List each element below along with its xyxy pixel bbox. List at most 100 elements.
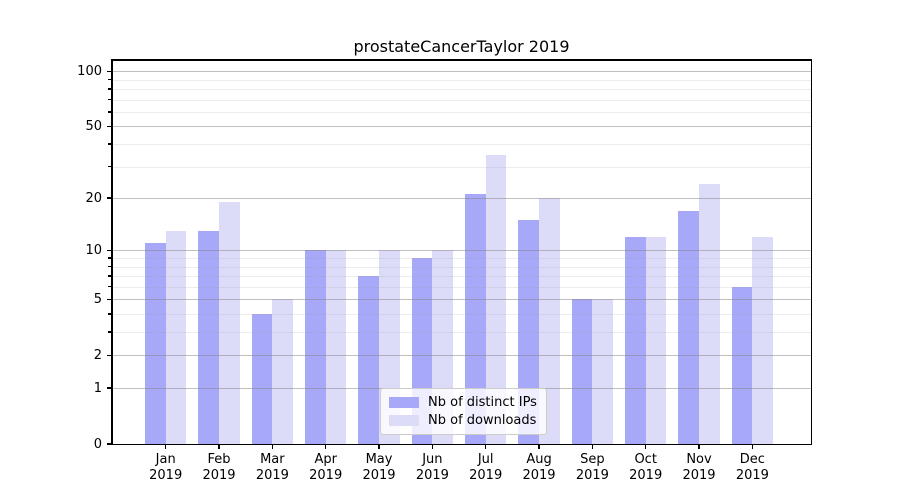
y-minortick-9 (108, 257, 111, 259)
y-tick-100 (106, 70, 111, 72)
bar-ips-jul (464, 194, 486, 444)
bar-downloads-sep (592, 299, 614, 444)
y-tick-1 (106, 387, 111, 389)
gridline-minor-40 (112, 144, 811, 145)
x-tick-label-dec: Dec 2019 (720, 452, 784, 483)
x-tick-label-nov: Nov 2019 (667, 452, 731, 483)
y-tick-5 (106, 298, 111, 300)
bar-ips-mar (251, 313, 273, 444)
x-tick-label-feb: Feb 2019 (187, 452, 251, 483)
bar-ips-oct (624, 236, 646, 444)
bar-downloads-aug (539, 198, 560, 444)
y-tick-label-100: 100 (77, 63, 102, 79)
x-tick-year-feb: 2019 (202, 467, 236, 483)
x-tick-label-oct: Oct 2019 (614, 452, 678, 483)
x-tick-year-oct: 2019 (629, 467, 663, 483)
x-tick-year-jul: 2019 (469, 467, 503, 483)
plot-area: 100 50 20 10 5 2 1 0 Jan 2019 Feb 2019 Mar 2019 Apr 201… (77, 59, 812, 483)
x-tick-mar (271, 444, 273, 449)
legend-item-downloads: Nb of downloads (389, 412, 538, 429)
y-minortick-6 (108, 286, 111, 288)
y-minortick-90 (108, 79, 111, 81)
legend-item-distinct-ips: Nb of distinct IPs (389, 394, 538, 411)
bar-ips-sep (571, 299, 593, 444)
x-tick-oct (645, 444, 647, 449)
x-tick-nov (698, 444, 700, 449)
bar-ips-aug (518, 220, 540, 444)
gridline-minor-8 (112, 266, 811, 268)
x-tick-label-aug: Aug 2019 (507, 452, 571, 483)
y-minortick-8 (108, 265, 111, 268)
x-tick-year-dec: 2019 (735, 467, 769, 483)
bar-downloads-mar (272, 299, 294, 444)
legend-swatch-downloads (389, 414, 419, 426)
bar-ips-nov (678, 210, 700, 444)
gridline-minor-70 (112, 99, 811, 101)
y-minortick-7 (108, 275, 111, 277)
axis-spine-top (112, 59, 811, 61)
gridline-major-20 (112, 198, 811, 200)
x-tick-label-jul: Jul 2019 (454, 452, 518, 483)
axis-spine-right (810, 59, 812, 445)
y-tick-label-20: 20 (85, 190, 102, 206)
gridline-major-2 (112, 355, 811, 357)
y-tick-50 (106, 125, 111, 127)
gridline-major-50 (112, 126, 811, 128)
legend-swatch-distinct-ips (389, 397, 419, 409)
gridline-minor-7 (112, 276, 811, 278)
x-tick-aug (538, 444, 540, 449)
gridline-minor-80 (112, 89, 811, 90)
x-tick-year-may: 2019 (362, 467, 396, 483)
y-tick-label-0: 0 (93, 436, 102, 452)
x-tick-label-sep: Sep 2019 (560, 452, 624, 483)
y-minortick-60 (108, 111, 111, 113)
gridline-minor-30 (112, 166, 811, 168)
bar-downloads-jan (165, 230, 187, 444)
x-tick-label-apr: Apr 2019 (294, 452, 358, 483)
y-tick-label-1: 1 (93, 380, 102, 396)
bar-downloads-feb (219, 202, 240, 444)
y-tick-label-50: 50 (85, 118, 102, 134)
gridline-major-5 (112, 299, 811, 301)
chart-title: prostateCancerTaylor 2019 (353, 37, 570, 56)
x-tick-may (378, 444, 380, 449)
tick-layer: 100 50 20 10 5 2 1 0 Jan 2019 Feb 2019 Mar 2019 Apr 201… (77, 60, 811, 483)
x-tick-label-mar: Mar 2019 (240, 452, 304, 483)
bar-ips-feb (198, 230, 220, 444)
gridline-minor-4 (112, 313, 811, 315)
y-tick-0 (106, 443, 111, 445)
x-tick-year-apr: 2019 (309, 467, 343, 483)
gridline-minor-60 (112, 111, 811, 113)
bar-ips-jan (144, 243, 166, 444)
x-tick-dec (751, 444, 753, 449)
y-tick-2 (106, 354, 111, 356)
x-tick-jan (165, 444, 167, 449)
y-minortick-70 (108, 99, 111, 101)
x-tick-label-may: May 2019 (347, 452, 411, 483)
y-minortick-80 (108, 88, 111, 90)
gridline-minor-9 (112, 257, 811, 259)
gridline-major-10 (112, 250, 811, 252)
legend-label-downloads: Nb of downloads (428, 412, 537, 428)
legend: Nb of distinct IPs Nb of downloads (380, 388, 547, 435)
y-minortick-40 (108, 143, 111, 145)
x-tick-year-mar: 2019 (255, 467, 289, 483)
gridline-minor-6 (112, 286, 811, 288)
x-tick-year-aug: 2019 (522, 467, 556, 483)
y-minortick-30 (108, 165, 111, 168)
bar-ips-may (358, 276, 380, 444)
y-tick-label-2: 2 (93, 347, 102, 363)
y-tick-10 (106, 249, 111, 251)
x-tick-year-jun: 2019 (415, 467, 449, 483)
x-tick-year-jan: 2019 (149, 467, 183, 483)
grid-layer (112, 60, 811, 444)
bar-ips-apr (304, 250, 326, 444)
x-tick-jun (431, 444, 433, 449)
bar-downloads-apr (325, 250, 347, 444)
x-tick-label-jan: Jan 2019 (134, 452, 198, 483)
x-tick-apr (325, 444, 327, 449)
x-tick-year-sep: 2019 (575, 467, 609, 483)
gridline-minor-90 (112, 79, 811, 81)
bar-downloads-oct (645, 236, 667, 444)
